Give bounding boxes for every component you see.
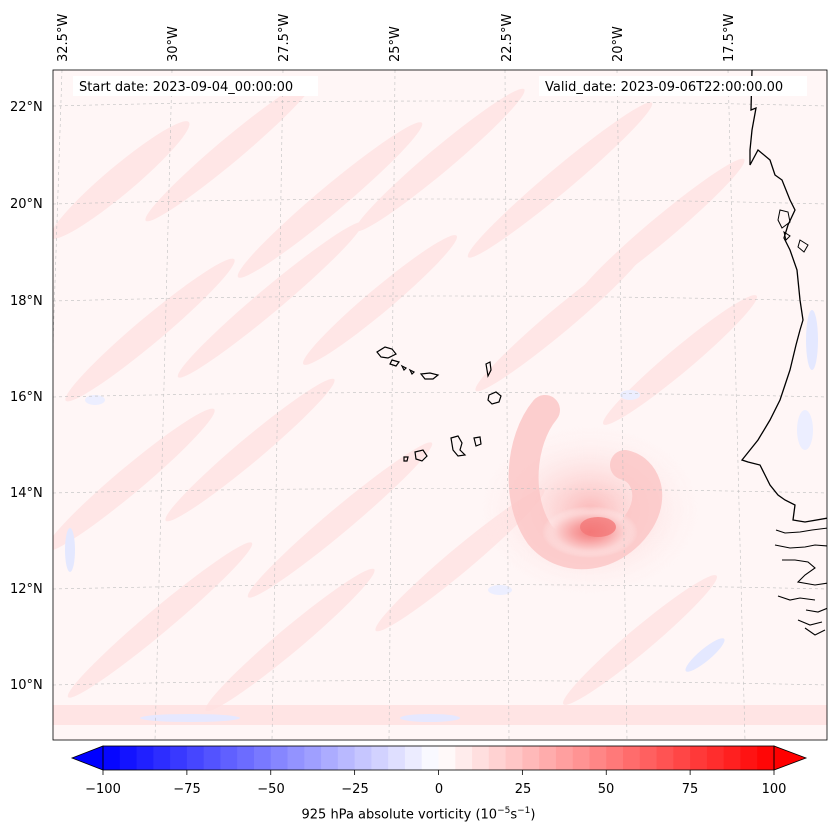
colorbar-segment	[572, 746, 591, 770]
colorbar-segment	[438, 746, 456, 770]
lon-label: 20°W	[611, 26, 626, 62]
valid-date-text: Valid_date: 2023-09-06T22:00:00.00	[545, 80, 783, 95]
valid-date-box	[539, 76, 807, 96]
colorbar-segment	[270, 746, 289, 770]
colorbar-extend-max	[774, 746, 806, 770]
colorbar-segment	[455, 746, 473, 770]
colorbar-segment	[253, 746, 272, 770]
colorbar-segment	[220, 746, 238, 770]
colorbar-segment	[103, 746, 121, 770]
colorbar-segment	[539, 746, 557, 770]
colorbar-segment	[153, 746, 171, 770]
start-date-box	[73, 76, 318, 96]
vorticity-field	[53, 70, 827, 740]
lon-label: 25°W	[388, 26, 403, 62]
colorbar-segments	[72, 746, 806, 770]
lon-label: 17.5°W	[722, 14, 737, 62]
colorbar-segment	[421, 746, 440, 770]
africa-coastline	[740, 70, 827, 523]
lon-label: 30°W	[166, 26, 181, 62]
colorbar-segment	[555, 746, 574, 770]
colorbar-segment	[589, 746, 607, 770]
colorbar-extend-min	[72, 746, 103, 770]
lat-label: 10°N	[10, 678, 43, 693]
cb-tick-label: 0	[435, 782, 443, 797]
colorbar-segment	[337, 746, 356, 770]
colorbar-segment	[119, 746, 138, 770]
cb-tick-label: −25	[341, 782, 368, 797]
colorbar-label: 925 hPa absolute vorticity (10−5s−1)	[301, 806, 536, 823]
colorbar-segment	[354, 746, 373, 770]
lat-label: 22°N	[10, 100, 43, 115]
colorbar-segment	[690, 746, 708, 770]
cb-tick-label: −50	[257, 782, 284, 797]
cb-tick-label: −75	[173, 782, 200, 797]
colorbar-segment	[606, 746, 624, 770]
colorbar-segment	[757, 746, 775, 770]
colorbar-segment	[304, 746, 322, 770]
colorbar-segment	[287, 746, 305, 770]
colorbar-segment	[522, 746, 540, 770]
colorbar-segment	[673, 746, 691, 770]
colorbar-segment	[472, 746, 490, 770]
colorbar-segment	[639, 746, 658, 770]
colorbar-segment	[388, 746, 406, 770]
colorbar-segment	[488, 746, 507, 770]
colorbar-segment	[706, 746, 725, 770]
lat-label: 16°N	[10, 390, 43, 405]
lat-label: 20°N	[10, 197, 43, 212]
colorbar-segment	[186, 746, 205, 770]
cb-tick-label: 100	[762, 782, 787, 797]
colorbar-segment	[203, 746, 222, 770]
cb-tick-label: 25	[515, 782, 532, 797]
lon-label: 32.5°W	[56, 14, 71, 62]
colorbar: −100 −75 −50 −25 0 25 50 75 100	[70, 745, 808, 797]
colorbar-segment	[170, 746, 188, 770]
colorbar-segment	[136, 746, 154, 770]
colorbar-segment	[505, 746, 523, 770]
colorbar-segment	[656, 746, 674, 770]
colorbar-segment	[404, 746, 423, 770]
lon-label: 22.5°W	[500, 14, 515, 62]
colorbar-segment	[723, 746, 742, 770]
cb-tick-label: −100	[85, 782, 121, 797]
lon-label: 27.5°W	[277, 14, 292, 62]
colorbar-segment	[740, 746, 758, 770]
colorbar-segment	[237, 746, 255, 770]
cape-verde-islands	[376, 346, 502, 462]
colorbar-segment	[623, 746, 641, 770]
lat-label: 14°N	[10, 486, 43, 501]
longitude-labels: 32.5°W 30°W 27.5°W 25°W 22.5°W 20°W 17.5…	[56, 14, 737, 62]
colorbar-segment	[321, 746, 339, 770]
lat-label: 12°N	[10, 582, 43, 597]
cb-tick-label: 75	[682, 782, 699, 797]
lat-label: 18°N	[10, 294, 43, 309]
colorbar-segment	[371, 746, 389, 770]
start-date-text: Start date: 2023-09-04_00:00:00	[79, 80, 293, 95]
cb-tick-label: 50	[598, 782, 615, 797]
latitude-labels: 22°N 20°N 18°N 16°N 14°N 12°N 10°N	[10, 100, 43, 693]
